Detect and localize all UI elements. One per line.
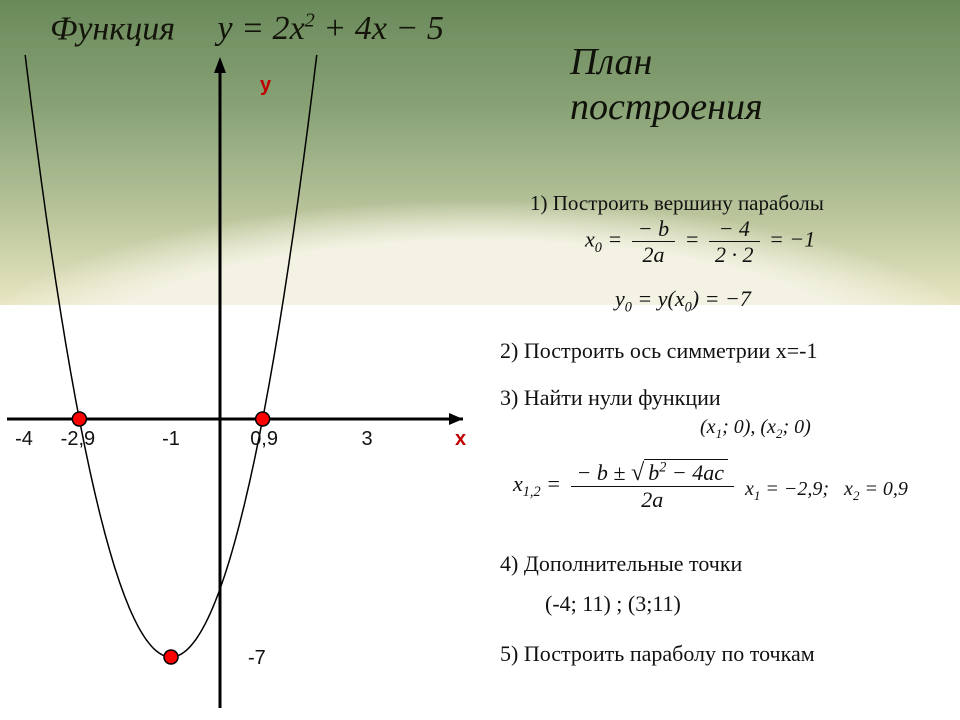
root-values: x1 = −2,9; x2 = 0,9 — [745, 478, 908, 503]
vertex-x0-equation: x0 = − b 2a = − 4 2 · 2 = −1 — [585, 217, 925, 266]
slide-stage: Функция y = 2x2 + 4x − 5 План построения… — [0, 0, 960, 720]
svg-text:y: y — [260, 74, 272, 96]
quadratic-formula: x1,2 = − b ± √b2 − 4ac 2a — [513, 460, 738, 512]
svg-text:3: 3 — [361, 428, 372, 450]
quadratic-fraction: − b ± √b2 − 4ac 2a — [571, 460, 735, 512]
chart-svg: -4 -2,9 -1 0,9 3 11 -7 x y — [0, 55, 480, 720]
title-word: Функция — [50, 10, 175, 47]
svg-text:-1: -1 — [162, 428, 180, 450]
plan-title-l1: План — [570, 41, 652, 83]
plan-title-l2: построения — [570, 86, 763, 128]
plan-title: План построения — [570, 40, 763, 130]
svg-text:-7: -7 — [248, 647, 266, 669]
main-equation: y = 2x2 + 4x − 5 — [218, 10, 444, 47]
frac-4-22: − 4 2 · 2 — [709, 217, 760, 266]
svg-text:-2,9: -2,9 — [61, 428, 95, 450]
svg-text:x: x — [455, 428, 466, 450]
title-equation: Функция y = 2x2 + 4x − 5 — [50, 10, 444, 48]
svg-text:11: 11 — [248, 55, 269, 57]
step-4: 4) Дополнительные точки — [500, 550, 742, 578]
svg-text:-4: -4 — [15, 428, 33, 450]
vertex-y0-equation: y0 = y(x0) = −7 — [615, 287, 751, 316]
step-5: 5) Построить параболу по точкам — [500, 640, 815, 668]
step-3: 3) Найти нули функции — [500, 384, 721, 412]
frac-b-2a: − b 2a — [632, 217, 675, 266]
roots-pair: (x1; 0), (x2; 0) — [700, 416, 811, 441]
parabola-chart: -4 -2,9 -1 0,9 3 11 -7 x y — [0, 55, 480, 720]
step-2: 2) Построить ось симметрии x=-1 — [500, 337, 818, 365]
step-4-points: (-4; 11) ; (3;11) — [545, 590, 681, 618]
step-1: 1) Построить вершину параболы — [530, 190, 824, 216]
svg-text:0,9: 0,9 — [250, 428, 278, 450]
